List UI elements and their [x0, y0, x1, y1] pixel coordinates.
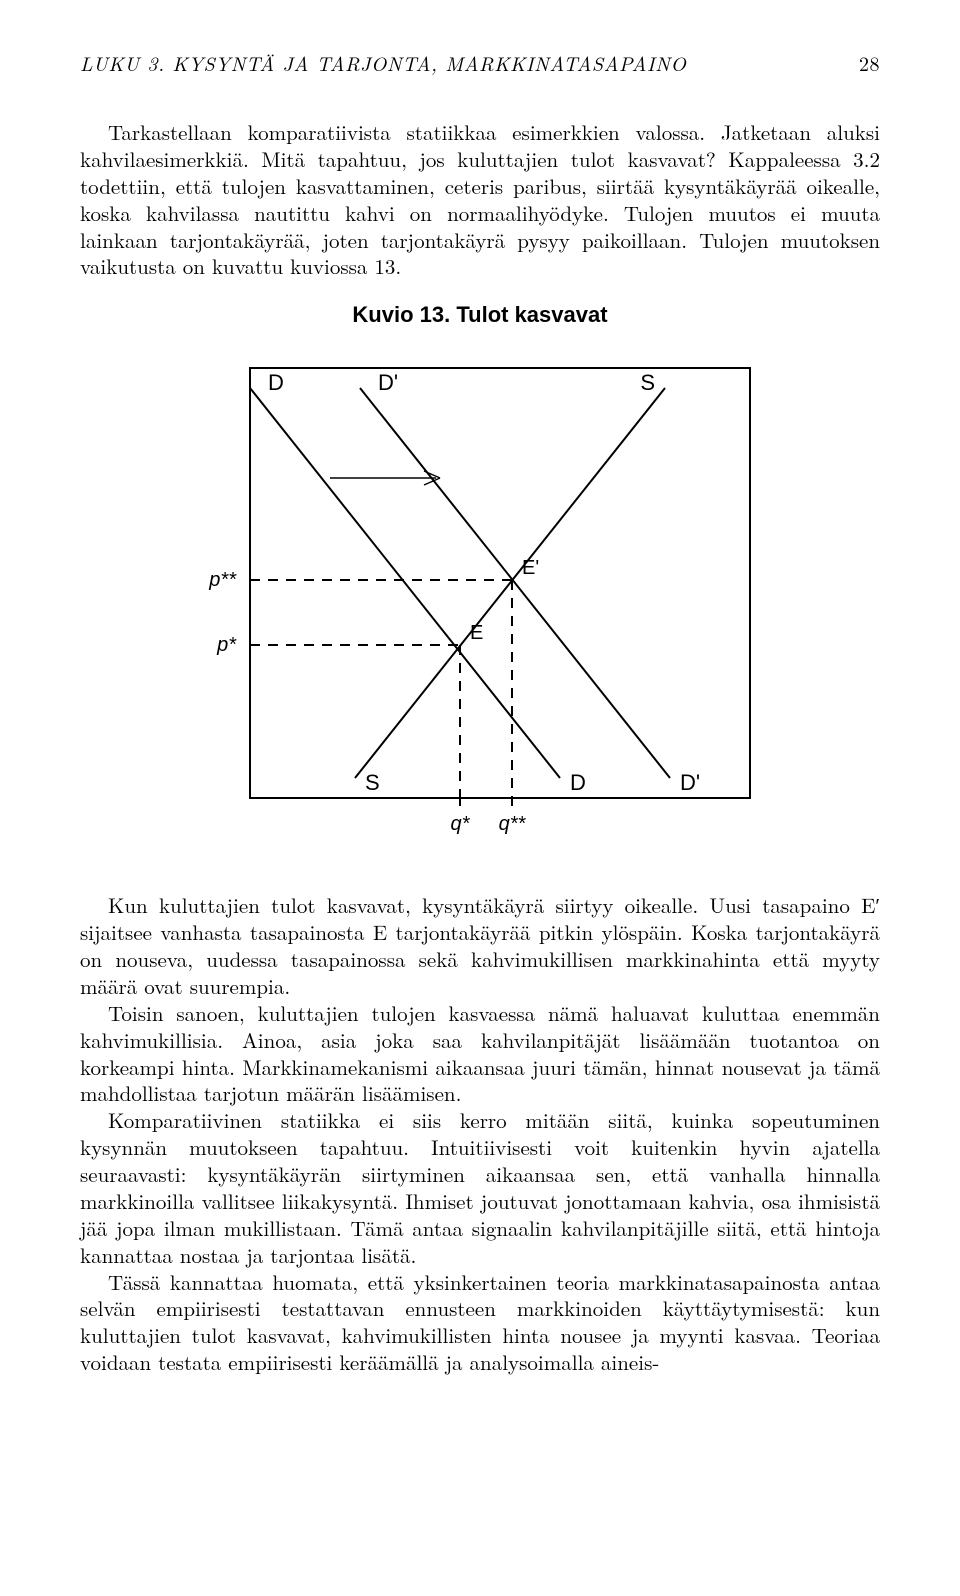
paragraph-1: Tarkastellaan komparatiivista statiikkaa… [80, 119, 880, 280]
paragraph-3: Toisin sanoen, kuluttajien tulojen kasva… [80, 1000, 880, 1108]
page-number: 28 [859, 48, 880, 77]
figure-13: Kuvio 13. Tulot kasvavat D D' S S D D' p* p** q*… [80, 302, 880, 858]
paragraph-5: Tässä kannattaa huomata, että yksinkerta… [80, 1269, 880, 1377]
svg-text:D': D' [378, 370, 398, 395]
paragraph-4: Komparatiivinen statiikka ei siis kerro … [80, 1107, 880, 1268]
svg-text:S: S [365, 770, 380, 795]
running-head: LUKU 3. KYSYNTÄ JA TARJONTA, MARKKINATAS… [80, 48, 880, 77]
svg-text:D: D [268, 370, 284, 395]
supply-demand-diagram: D D' S S D D' p* p** q* q** E E' [160, 338, 800, 858]
paragraph-2: Kun kuluttajien tulot kasvavat, kysyntäk… [80, 892, 880, 1000]
figure-title: Kuvio 13. Tulot kasvavat [80, 302, 880, 328]
svg-text:D: D [570, 770, 586, 795]
svg-text:E: E [470, 622, 483, 644]
svg-text:p**: p** [208, 569, 237, 591]
svg-text:p*: p* [216, 634, 237, 656]
svg-text:S: S [640, 370, 655, 395]
chapter-title: LUKU 3. KYSYNTÄ JA TARJONTA, MARKKINATAS… [80, 48, 686, 77]
svg-text:q**: q** [499, 813, 527, 835]
svg-text:q*: q* [451, 813, 471, 835]
svg-text:E': E' [522, 557, 539, 579]
page: LUKU 3. KYSYNTÄ JA TARJONTA, MARKKINATAS… [0, 0, 960, 1596]
svg-text:D': D' [680, 770, 700, 795]
